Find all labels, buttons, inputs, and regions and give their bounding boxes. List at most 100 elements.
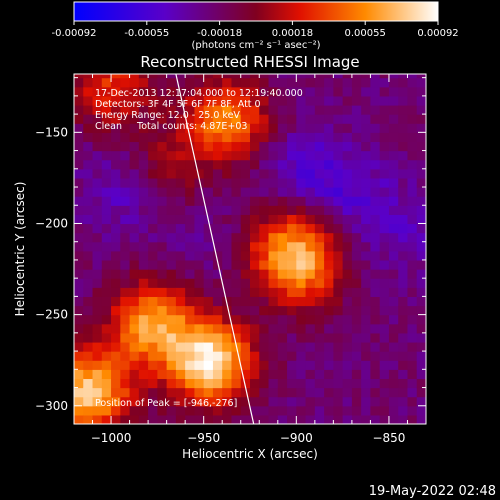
heatmap-cell [83, 296, 94, 307]
heatmap-cell [361, 250, 372, 261]
heatmap-cell [111, 360, 121, 370]
heatmap-cell [194, 369, 205, 380]
heatmap-cell [333, 187, 344, 197]
heatmap-cell [157, 369, 168, 380]
heatmap-cell [361, 351, 372, 361]
heatmap-cell [120, 414, 131, 424]
heatmap-cell [212, 314, 223, 325]
heatmap-cell [277, 250, 288, 261]
heatmap-cell [268, 123, 279, 133]
heatmap-cell [342, 378, 353, 389]
heatmap-cell [314, 287, 325, 297]
heatmap-cell [111, 396, 121, 407]
heatmap-cell [166, 360, 177, 370]
heatmap-cell [416, 296, 426, 307]
heatmap-cell [333, 77, 344, 88]
heatmap-cell [351, 378, 362, 389]
heatmap-cell [92, 205, 103, 215]
heatmap-cell [120, 232, 131, 243]
heatmap-cell [157, 378, 168, 389]
heatmap-cell [305, 223, 316, 234]
heatmap-cell [287, 250, 297, 261]
heatmap-cell [370, 86, 381, 97]
heatmap-cell [240, 314, 251, 325]
heatmap-cell [351, 86, 362, 97]
heatmap-cell [342, 159, 353, 170]
heatmap-cell [314, 296, 325, 307]
heatmap-cell [277, 341, 288, 352]
heatmap-cell [398, 323, 409, 334]
heatmap-cell [333, 241, 344, 252]
heatmap-cell [259, 332, 270, 343]
heatmap-cell [370, 241, 381, 252]
heatmap-cell [314, 77, 325, 88]
heatmap-cell [379, 332, 390, 343]
heatmap-cell [185, 95, 196, 106]
heatmap-cell [194, 341, 205, 352]
heatmap-cell [296, 104, 307, 115]
heatmap-cell [259, 223, 270, 234]
heatmap-cell [333, 168, 344, 179]
heatmap-cell [212, 86, 223, 97]
heatmap-cell [166, 341, 177, 352]
heatmap-cell [250, 360, 260, 370]
heatmap-cell [416, 323, 426, 334]
heatmap-cell [268, 414, 279, 424]
heatmap-cell [351, 387, 362, 398]
heatmap-cell [194, 123, 205, 133]
heatmap-cell [277, 259, 288, 270]
heatmap-cell [259, 287, 270, 297]
heatmap-cell [388, 232, 399, 243]
heatmap-cell [157, 95, 168, 106]
heatmap-cell [74, 332, 84, 343]
heatmap-cell [175, 232, 186, 243]
heatmap-cell [212, 141, 223, 152]
heatmap-cell [324, 214, 334, 225]
heatmap-cell [370, 223, 381, 234]
heatmap-cell [129, 74, 140, 79]
heatmap-cell [166, 396, 177, 407]
heatmap-cell [407, 269, 418, 279]
heatmap-cell [370, 305, 381, 316]
heatmap-cell [111, 305, 121, 316]
heatmap-cell [175, 159, 186, 170]
heatmap-cell [222, 332, 233, 343]
heatmap-cell [148, 86, 158, 97]
heatmap-cell [101, 360, 112, 370]
heatmap-cell [277, 95, 288, 106]
heatmap-cell [240, 278, 251, 288]
heatmap-cell [324, 223, 334, 234]
heatmap-cell [120, 250, 131, 261]
heatmap-cell [305, 414, 316, 424]
heatmap-cell [277, 396, 288, 407]
heatmap-cell [240, 223, 251, 234]
heatmap-cell [212, 205, 223, 215]
heatmap-cell [240, 232, 251, 243]
heatmap-cell [157, 114, 168, 124]
heatmap-cell [111, 278, 121, 288]
heatmap-cell [74, 296, 84, 307]
heatmap-cell [194, 77, 205, 88]
heatmap-cell [277, 159, 288, 170]
heatmap-cell [407, 314, 418, 325]
heatmap-cell [407, 74, 418, 79]
heatmap-cell [296, 95, 307, 106]
heatmap-cell [129, 287, 140, 297]
heatmap-cell [277, 86, 288, 97]
heatmap-cell [314, 414, 325, 424]
heatmap-cell [342, 305, 353, 316]
heatmap-cell [185, 74, 196, 79]
heatmap-cell [212, 405, 223, 416]
heatmap-cell [101, 269, 112, 279]
heatmap-cell [92, 332, 103, 343]
heatmap-cell [111, 123, 121, 133]
heatmap-cell [342, 323, 353, 334]
heatmap-cell [388, 369, 399, 380]
heatmap-cell [101, 132, 112, 143]
heatmap-cell [370, 168, 381, 179]
heatmap-cell [407, 259, 418, 270]
heatmap-cell [268, 405, 279, 416]
heatmap-cell [166, 387, 177, 398]
heatmap-cell [240, 74, 251, 79]
heatmap-cell [222, 150, 233, 161]
